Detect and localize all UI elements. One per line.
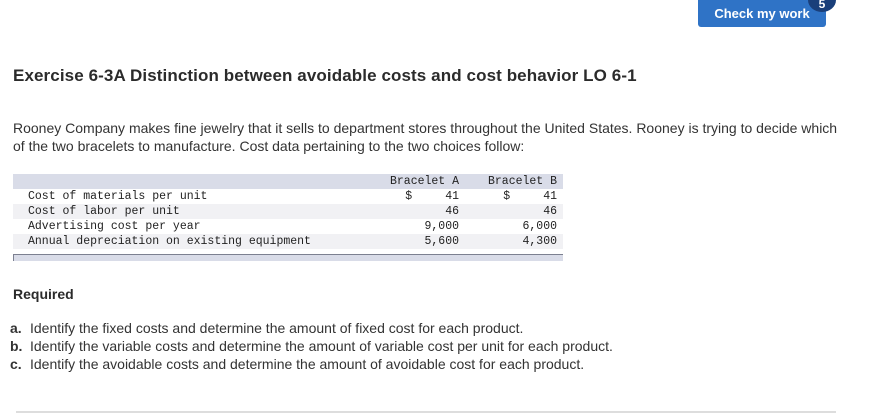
exercise-intro: Rooney Company makes fine jewelry that i…	[13, 120, 838, 154]
bracelet-a-value: $41	[367, 189, 465, 204]
bracelet-a-value: 46	[367, 204, 465, 219]
row-label: Annual depreciation on existing equipmen…	[28, 235, 311, 248]
required-item: c. Identify the avoidable costs and deter…	[10, 355, 613, 373]
value: 41	[445, 190, 460, 203]
row-label: Cost of labor per unit	[28, 205, 180, 218]
bracelet-b-value: 46	[465, 204, 563, 219]
cost-data-table: Bracelet A Bracelet B Cost of materials …	[13, 174, 563, 249]
attempts-badge: 5	[808, 0, 836, 12]
check-my-work-button[interactable]: Check my work	[698, 0, 826, 27]
bottom-divider	[16, 411, 836, 413]
row-label: Advertising cost per year	[28, 220, 201, 233]
row-label: Cost of materials per unit	[28, 190, 208, 203]
table-row: Cost of materials per unit $41 $41	[13, 189, 563, 204]
value: 46	[543, 205, 557, 218]
value: 6,000	[522, 220, 557, 233]
table-row: Annual depreciation on existing equipmen…	[13, 234, 563, 249]
table-row: Advertising cost per year 9,000 6,000	[13, 219, 563, 234]
bracelet-b-value: 4,300	[465, 234, 563, 249]
required-item: b. Identify the variable costs and determ…	[10, 337, 613, 355]
exercise-title: Exercise 6-3A Distinction between avoida…	[13, 66, 637, 85]
item-text: Identify the fixed costs and determine t…	[30, 320, 524, 336]
table-footer-bar	[13, 254, 563, 261]
currency-symbol: $	[405, 190, 413, 203]
bracelet-b-value: $41	[465, 189, 563, 204]
header-bracelet-a: Bracelet A	[390, 175, 460, 188]
value: 4,300	[522, 235, 557, 248]
required-item: a. Identify the fixed costs and determine…	[10, 319, 613, 337]
table-header-row: Bracelet A Bracelet B	[13, 174, 563, 189]
bracelet-a-value: 9,000	[367, 219, 465, 234]
item-text: Identify the variable costs and determin…	[30, 338, 613, 354]
value: 9,000	[424, 220, 460, 233]
item-letter: a.	[10, 320, 22, 336]
item-letter: b.	[10, 338, 23, 354]
bracelet-a-value: 5,600	[367, 234, 465, 249]
header-bracelet-b: Bracelet B	[487, 175, 557, 188]
table-row: Cost of labor per unit 46 46	[13, 204, 563, 219]
currency-symbol: $	[503, 190, 511, 203]
bracelet-b-value: 6,000	[465, 219, 563, 234]
value: 41	[543, 190, 557, 203]
value: 5,600	[424, 235, 460, 248]
header-label	[13, 174, 367, 189]
required-list: a. Identify the fixed costs and determine…	[10, 319, 613, 373]
required-heading: Required	[13, 286, 74, 302]
item-letter: c.	[10, 356, 22, 372]
item-text: Identify the avoidable costs and determi…	[30, 356, 585, 372]
value: 46	[445, 205, 460, 218]
